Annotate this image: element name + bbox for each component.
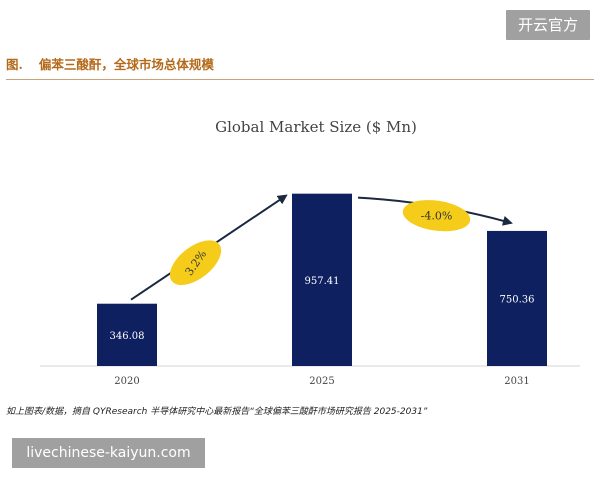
growth-label-2: -4.0%	[421, 210, 453, 223]
source-note: 如上图表/数据，摘自 QYResearch 半导体研究中心最新报告“全球偏苯三酸…	[6, 407, 428, 417]
bar-2025	[292, 193, 352, 366]
data-label-2020: 346.08	[110, 331, 145, 342]
x-tick-2020: 2020	[114, 376, 139, 387]
figure-divider	[6, 79, 594, 80]
figure-header: 图. 偏苯三酸酐，全球市场总体规模	[6, 54, 594, 76]
bar-2020	[97, 303, 157, 366]
chart-svg: Global Market Size ($ Mn) 346.08 2020 957.…	[40, 118, 580, 387]
x-tick-2031: 2031	[504, 376, 529, 387]
chart-title: Global Market Size ($ Mn)	[215, 118, 417, 136]
figure-prefix: 图.	[6, 57, 23, 72]
brand-badge: 开云官方	[506, 10, 590, 40]
growth-badge-1	[169, 240, 222, 286]
market-size-chart: Global Market Size ($ Mn) 346.08 2020 957.…	[0, 96, 600, 396]
data-label-2025: 957.41	[305, 276, 340, 287]
data-label-2031: 750.36	[500, 294, 535, 305]
figure-title: 偏苯三酸酐，全球市场总体规模	[38, 57, 214, 72]
growth-badge-2	[402, 200, 471, 232]
bar-2031	[487, 230, 547, 366]
site-watermark: livechinese-kaiyun.com	[12, 438, 205, 468]
x-tick-2025: 2025	[309, 376, 334, 387]
